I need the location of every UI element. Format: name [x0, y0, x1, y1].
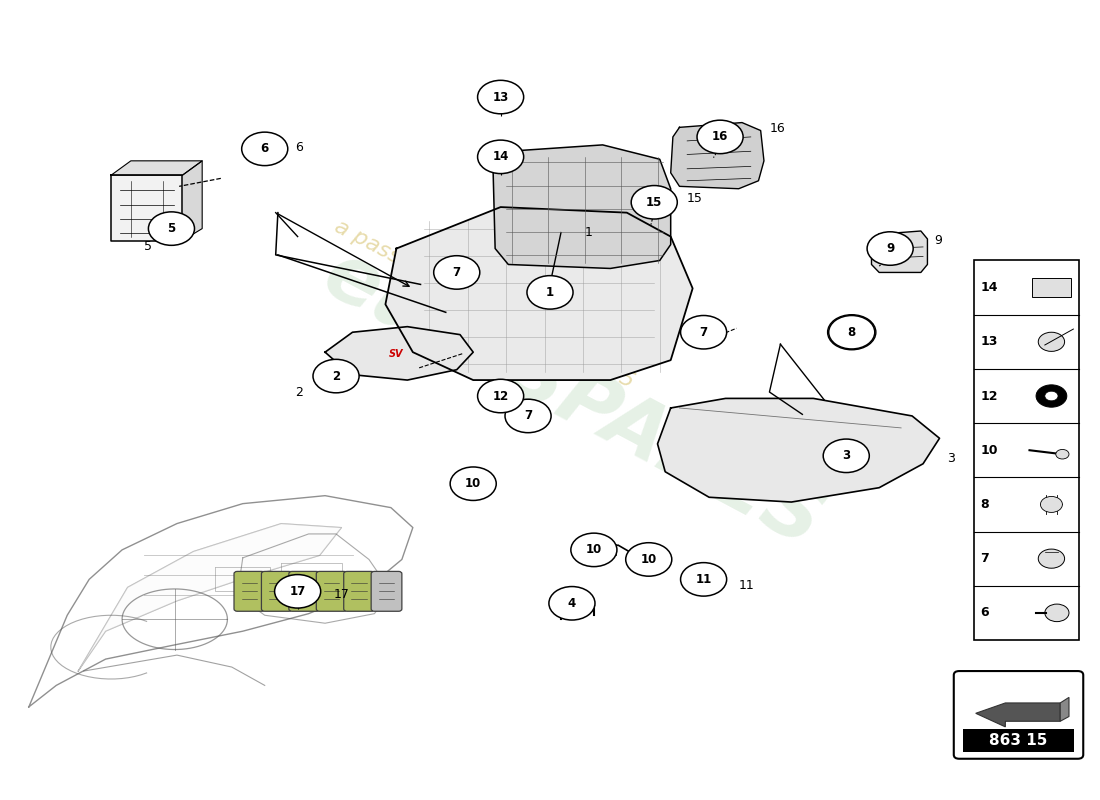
- FancyBboxPatch shape: [262, 571, 293, 611]
- FancyBboxPatch shape: [954, 671, 1084, 758]
- Polygon shape: [385, 207, 693, 380]
- Text: 5: 5: [144, 241, 152, 254]
- Circle shape: [275, 574, 321, 608]
- Circle shape: [626, 542, 672, 576]
- Text: 7: 7: [700, 326, 707, 338]
- Text: euroSPARES: euroSPARES: [309, 235, 835, 565]
- Text: 15: 15: [646, 196, 662, 209]
- Circle shape: [823, 439, 869, 473]
- Text: 14: 14: [980, 281, 998, 294]
- Circle shape: [828, 315, 874, 349]
- Polygon shape: [111, 161, 202, 175]
- Circle shape: [148, 212, 195, 246]
- Bar: [974, 261, 1079, 640]
- Text: 16: 16: [769, 122, 785, 135]
- Text: 9: 9: [886, 242, 894, 255]
- Text: 7: 7: [524, 410, 532, 422]
- Polygon shape: [493, 145, 671, 269]
- Polygon shape: [671, 122, 764, 189]
- Circle shape: [1036, 385, 1067, 407]
- Text: 11: 11: [739, 579, 755, 592]
- Text: 7: 7: [453, 266, 461, 279]
- Circle shape: [1056, 450, 1069, 459]
- Text: 13: 13: [980, 335, 998, 348]
- Text: 17: 17: [289, 585, 306, 598]
- Text: 3: 3: [947, 452, 955, 465]
- Polygon shape: [326, 326, 473, 380]
- Polygon shape: [78, 523, 341, 671]
- Text: a passion for parts since 1985: a passion for parts since 1985: [331, 217, 637, 392]
- Text: 11: 11: [695, 573, 712, 586]
- FancyBboxPatch shape: [317, 571, 346, 611]
- Circle shape: [697, 120, 744, 154]
- Text: 8: 8: [980, 498, 989, 511]
- Polygon shape: [1060, 698, 1069, 722]
- Circle shape: [477, 140, 524, 174]
- Circle shape: [1045, 391, 1058, 401]
- Bar: [1032, 278, 1071, 297]
- Text: 8: 8: [848, 326, 856, 338]
- Text: 2: 2: [332, 370, 340, 382]
- Text: 6: 6: [980, 606, 989, 619]
- Text: 863 15: 863 15: [989, 733, 1047, 748]
- Text: 10: 10: [586, 543, 602, 556]
- Text: 2: 2: [296, 386, 304, 398]
- Circle shape: [242, 132, 288, 166]
- Text: 1: 1: [585, 226, 593, 239]
- Text: 3: 3: [843, 450, 850, 462]
- Circle shape: [549, 586, 595, 620]
- Text: 10: 10: [980, 444, 998, 457]
- Bar: [962, 730, 1075, 751]
- Circle shape: [1041, 497, 1063, 513]
- Polygon shape: [871, 231, 927, 273]
- Circle shape: [827, 314, 876, 350]
- Polygon shape: [658, 398, 939, 502]
- Text: SV: SV: [389, 349, 404, 358]
- Text: 17: 17: [333, 588, 350, 601]
- Text: 14: 14: [493, 150, 509, 163]
- Circle shape: [505, 399, 551, 433]
- Text: 6: 6: [261, 142, 268, 155]
- Circle shape: [1038, 332, 1065, 351]
- Polygon shape: [111, 175, 183, 241]
- Circle shape: [564, 602, 580, 613]
- Circle shape: [527, 276, 573, 309]
- Circle shape: [314, 359, 359, 393]
- Polygon shape: [976, 703, 1060, 727]
- FancyBboxPatch shape: [371, 571, 402, 611]
- Text: 10: 10: [465, 478, 482, 490]
- Circle shape: [450, 467, 496, 501]
- Text: 4: 4: [568, 597, 576, 610]
- Text: 10: 10: [640, 553, 657, 566]
- Circle shape: [1038, 549, 1065, 568]
- Circle shape: [433, 256, 480, 289]
- FancyBboxPatch shape: [343, 571, 374, 611]
- Text: 9: 9: [934, 234, 942, 247]
- Text: 1: 1: [546, 286, 554, 299]
- Circle shape: [681, 315, 727, 349]
- Text: 12: 12: [980, 390, 998, 402]
- Circle shape: [681, 562, 727, 596]
- Circle shape: [840, 324, 862, 340]
- FancyBboxPatch shape: [234, 571, 265, 611]
- FancyBboxPatch shape: [289, 571, 320, 611]
- Polygon shape: [183, 161, 202, 241]
- Text: 16: 16: [712, 130, 728, 143]
- Circle shape: [631, 186, 678, 219]
- Text: 5: 5: [167, 222, 176, 235]
- Circle shape: [477, 379, 524, 413]
- Text: 15: 15: [688, 192, 703, 205]
- Circle shape: [867, 232, 913, 266]
- Text: 13: 13: [493, 90, 508, 103]
- Text: 6: 6: [296, 141, 304, 154]
- Circle shape: [477, 80, 524, 114]
- Text: 7: 7: [980, 552, 989, 565]
- Text: 12: 12: [493, 390, 508, 402]
- Circle shape: [1045, 604, 1069, 622]
- Circle shape: [571, 533, 617, 566]
